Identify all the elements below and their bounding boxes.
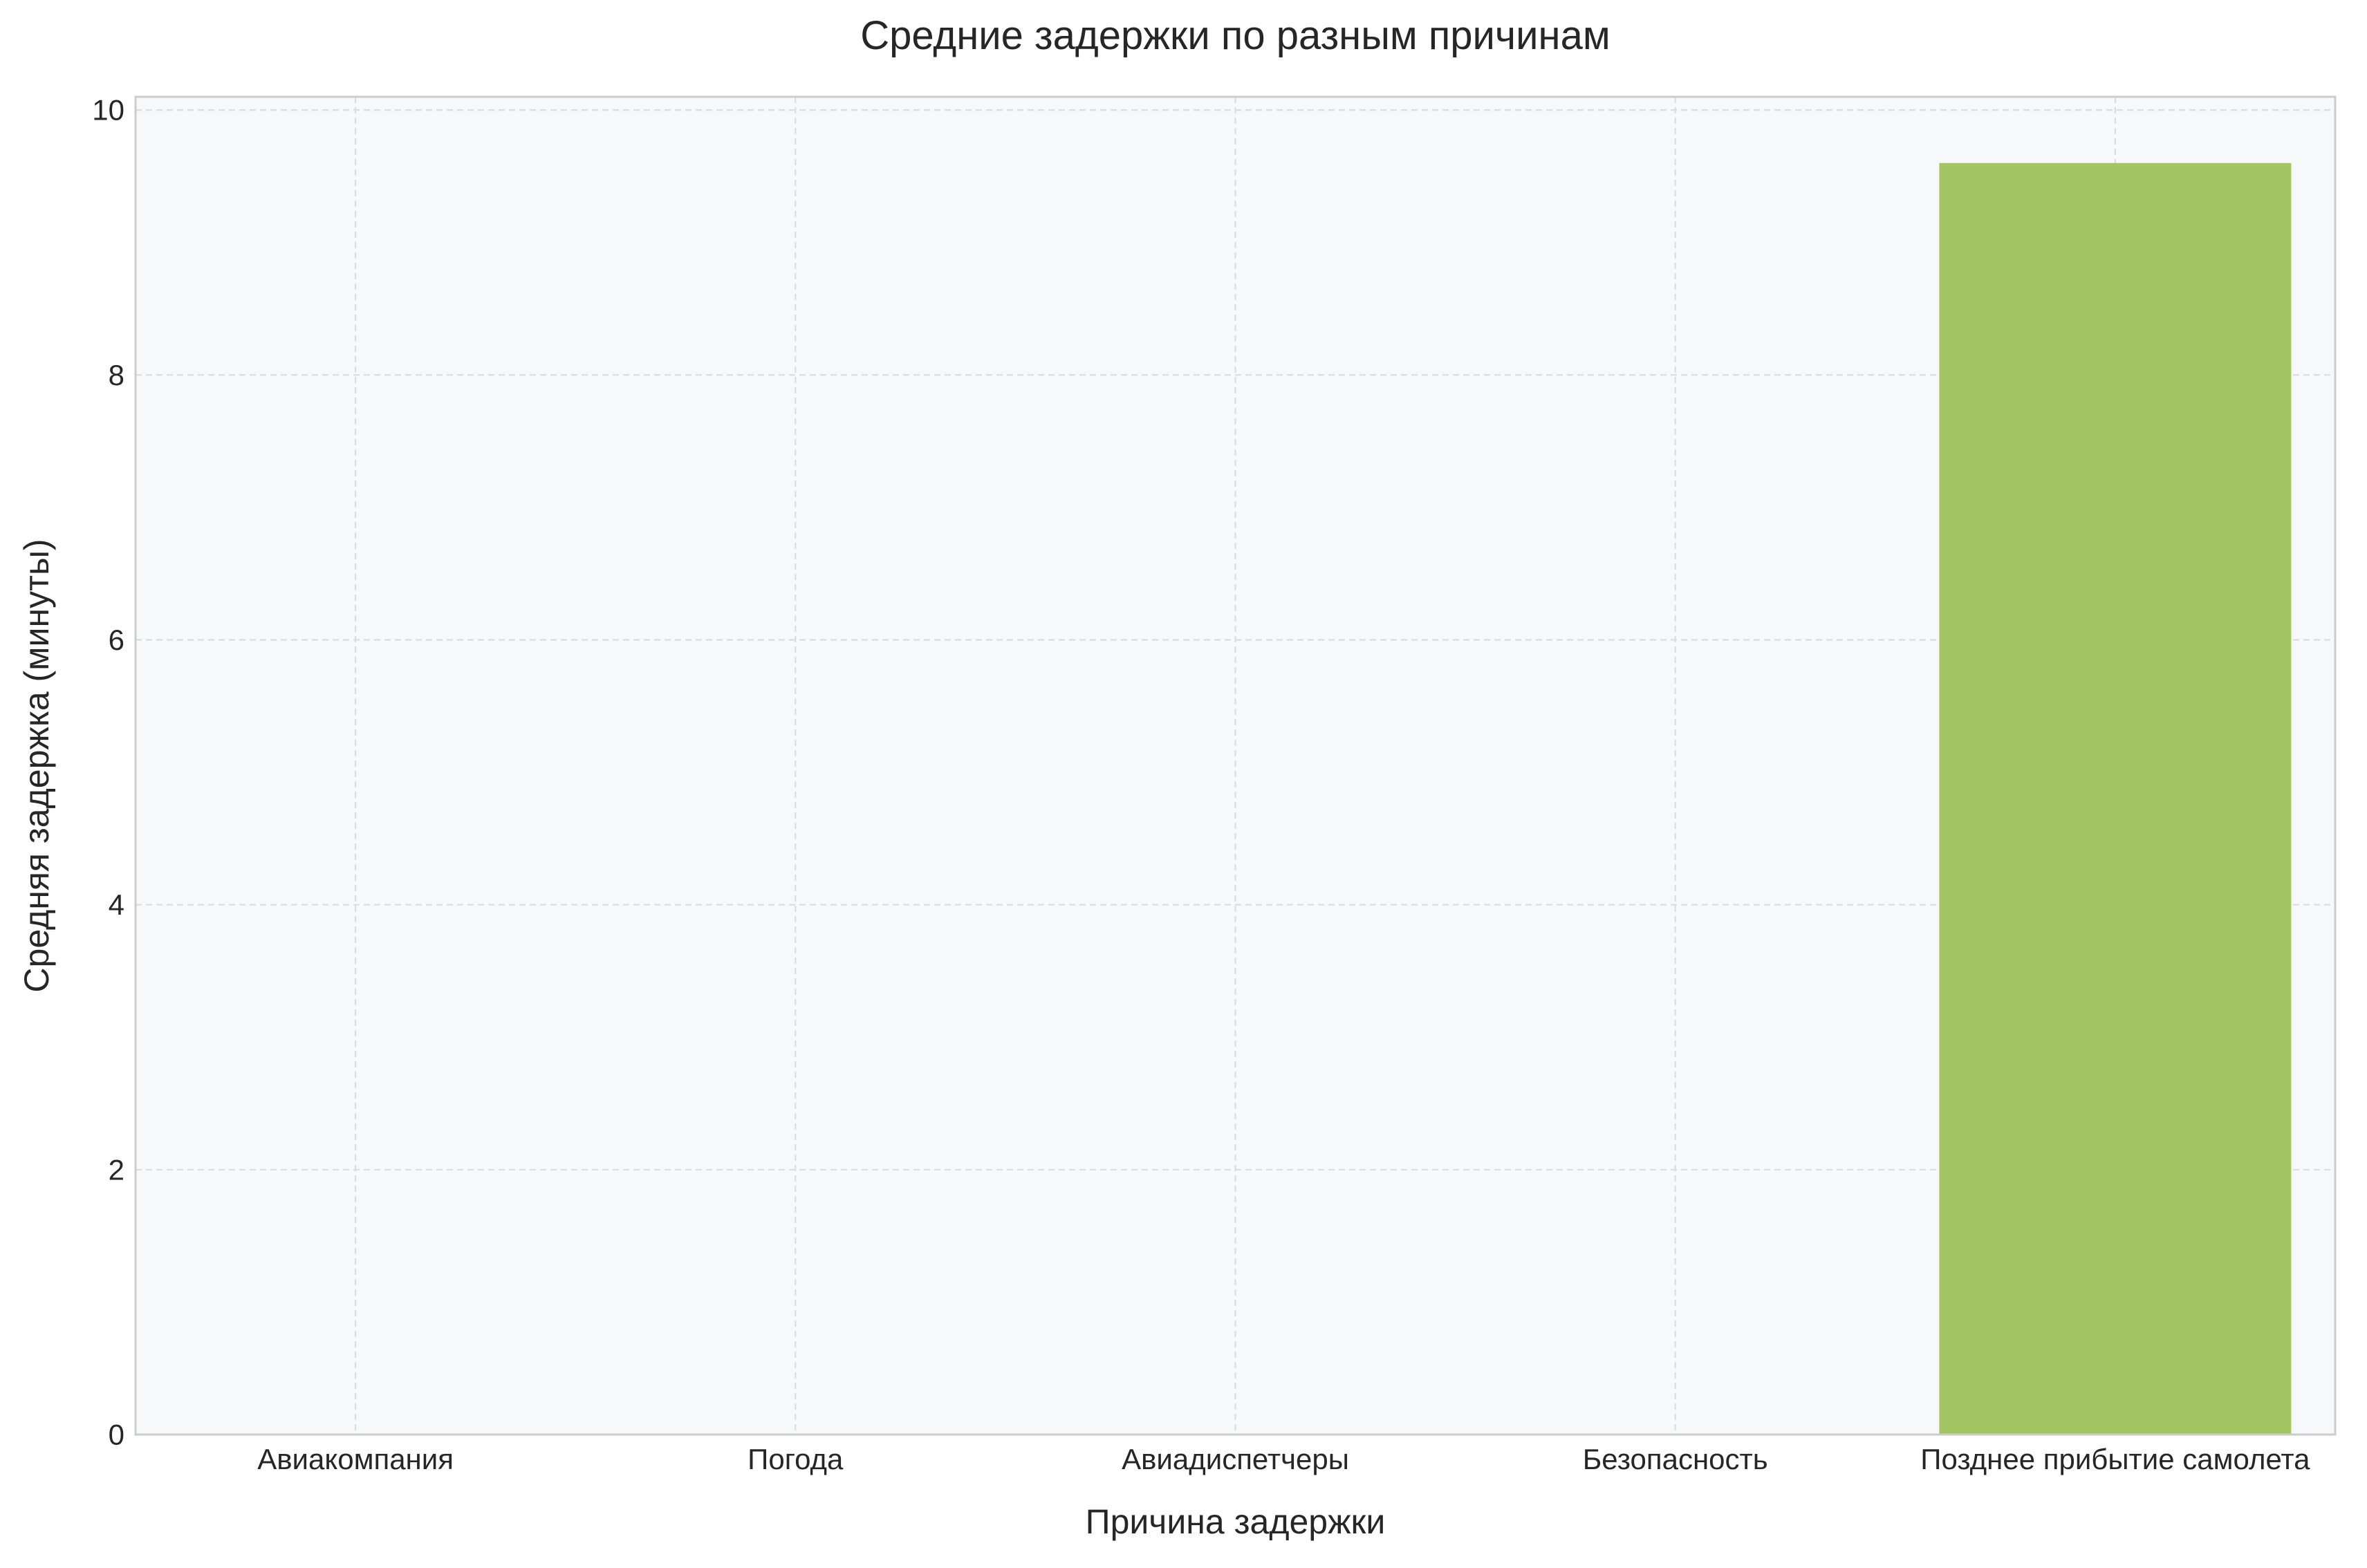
x-tick-label: Безопасность bbox=[1583, 1443, 1768, 1475]
y-tick-label: 8 bbox=[109, 359, 124, 391]
chart-title: Средние задержки по разным причинам bbox=[860, 13, 1610, 58]
y-tick-label: 6 bbox=[109, 624, 124, 656]
y-tick-label: 2 bbox=[109, 1153, 124, 1186]
x-axis-label: Причина задержки bbox=[1086, 1502, 1386, 1541]
x-tick-label: Позднее прибытие самолета bbox=[1920, 1443, 2310, 1475]
x-tick-label: Авиадиспетчеры bbox=[1122, 1443, 1349, 1475]
y-axis-label: Средняя задержка (минуты) bbox=[17, 539, 56, 992]
y-axis-ticks: 0 2 4 6 8 10 bbox=[92, 94, 124, 1451]
bars bbox=[1939, 162, 2292, 1435]
bar-4 bbox=[1939, 162, 2292, 1435]
x-axis-ticks: Авиакомпания Погода Авиадиспетчеры Безопасн… bbox=[257, 1443, 2310, 1475]
x-tick-label: Авиакомпания bbox=[257, 1443, 454, 1475]
x-tick-label: Погода bbox=[748, 1443, 844, 1475]
y-tick-label: 4 bbox=[109, 888, 124, 921]
y-tick-label: 10 bbox=[92, 94, 124, 127]
y-tick-label: 0 bbox=[109, 1419, 124, 1451]
plot-frame bbox=[134, 95, 2337, 1436]
